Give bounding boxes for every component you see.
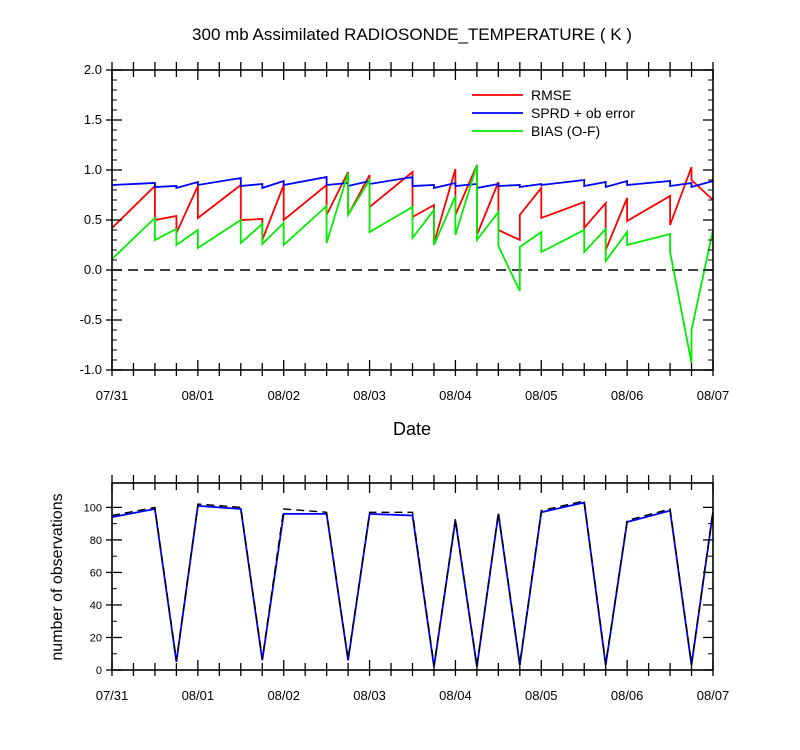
y-axis-ticks: 0 20 40 60 80 100 <box>84 502 713 677</box>
y-tick-label: 0 <box>96 665 102 677</box>
series-lines <box>111 164 714 364</box>
x-tick-label: 08/07 <box>697 688 730 703</box>
legend: RMSE SPRD + ob error BIAS (O-F) <box>472 87 635 139</box>
legend-label: BIAS (O-F) <box>531 123 600 139</box>
y-tick-label: 60 <box>90 567 102 579</box>
y-tick-label: -1.0 <box>80 362 102 377</box>
series-line-1 <box>111 175 714 190</box>
y-tick-label: -0.5 <box>80 312 102 327</box>
x-tick-label: 08/04 <box>439 688 472 703</box>
x-tick-label: 08/05 <box>525 388 558 403</box>
y-tick-label: 80 <box>90 535 102 547</box>
x-axis-ticks: 07/31 08/01 08/02 08/03 08/04 08/05 08/06 08/07 <box>96 475 730 703</box>
x-axis-ticks: 07/31 08/01 08/02 08/03 08/04 08/05 08/06 08/07 <box>96 62 730 403</box>
x-axis-label: Date <box>393 419 431 439</box>
y-tick-label: 1.5 <box>84 112 102 127</box>
x-tick-label: 08/06 <box>611 388 644 403</box>
x-tick-label: 08/05 <box>525 688 558 703</box>
y-tick-label: 20 <box>90 632 102 644</box>
x-tick-label: 08/02 <box>267 388 300 403</box>
y-tick-label: 40 <box>90 600 102 612</box>
observation-count-chart: number of observations 0 20 40 60 80 100 07/3… <box>49 475 729 703</box>
x-tick-label: 08/03 <box>353 688 386 703</box>
series-lines <box>111 500 714 667</box>
y-axis-label: number of observations <box>49 493 66 660</box>
x-tick-label: 08/07 <box>697 388 730 403</box>
chart-title: 300 mb Assimilated RADIOSONDE_TEMPERATUR… <box>192 25 632 44</box>
y-tick-label: 100 <box>84 502 102 514</box>
legend-label: SPRD + ob error <box>531 105 635 121</box>
x-tick-label: 07/31 <box>96 688 129 703</box>
x-tick-label: 08/02 <box>267 688 300 703</box>
legend-label: RMSE <box>531 87 571 103</box>
series-line-1 <box>111 500 714 666</box>
bias-rmse-chart: 300 mb Assimilated RADIOSONDE_TEMPERATUR… <box>80 25 730 439</box>
series-line-0 <box>111 501 714 667</box>
x-tick-label: 08/04 <box>439 388 472 403</box>
y-tick-label: 2.0 <box>84 62 102 77</box>
plot-frame <box>111 482 714 671</box>
x-tick-label: 08/03 <box>353 388 386 403</box>
y-tick-label: 1.0 <box>84 162 102 177</box>
x-tick-label: 08/01 <box>182 388 215 403</box>
y-axis-ticks: -1.0 -0.5 0.0 0.5 1.0 1.5 2.0 <box>80 62 713 377</box>
y-tick-label: 0.5 <box>84 212 102 227</box>
series-line-2 <box>111 164 714 364</box>
y-tick-label: 0.0 <box>84 262 102 277</box>
x-tick-label: 08/06 <box>611 688 644 703</box>
x-tick-label: 08/01 <box>182 688 215 703</box>
x-tick-label: 07/31 <box>96 388 129 403</box>
plot-border <box>111 482 714 671</box>
